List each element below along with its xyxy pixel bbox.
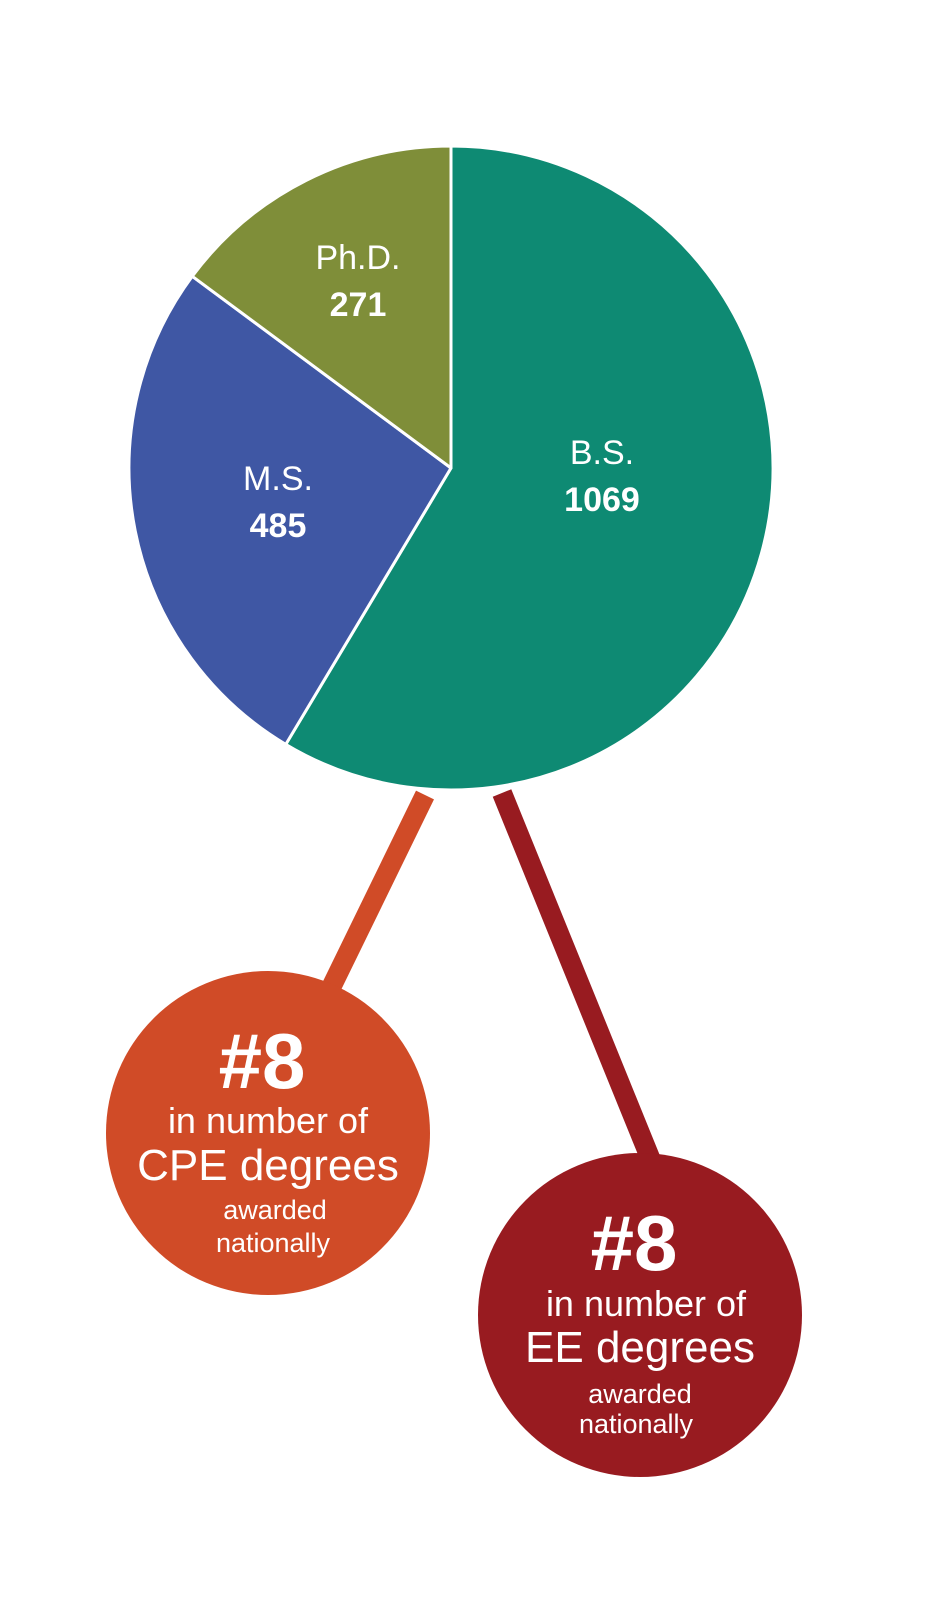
- slice-label-ms-value: 485: [250, 507, 307, 545]
- cpe-line-in-number-of: in number of: [168, 1100, 369, 1141]
- cpe-rank: #8: [219, 1017, 306, 1105]
- cpe-connector-line: [316, 790, 434, 1005]
- ee-line-nationally: nationally: [579, 1409, 694, 1439]
- slice-label-phd-name: Ph.D.: [315, 239, 400, 277]
- cpe-callout: #8 in number of CPE degrees awarded nati…: [106, 971, 430, 1295]
- ee-line-awarded: awarded: [588, 1379, 692, 1409]
- slice-label-ms-name: M.S.: [243, 460, 313, 498]
- cpe-line-degrees: CPE degrees: [137, 1141, 399, 1190]
- ee-rank: #8: [591, 1199, 678, 1287]
- pie-labels: B.S. 1069 M.S. 485 Ph.D. 271: [243, 239, 640, 545]
- ee-connector-line: [492, 789, 665, 1174]
- ee-callout: #8 in number of EE degrees awarded natio…: [478, 1153, 802, 1477]
- slice-label-bs-value: 1069: [564, 481, 640, 519]
- cpe-line-awarded: awarded: [223, 1195, 327, 1225]
- cpe-line-nationally: nationally: [216, 1228, 331, 1258]
- cpe-callout-circle: [106, 971, 430, 1295]
- slice-label-phd-value: 271: [330, 286, 387, 324]
- pie-chart: [127, 144, 775, 792]
- ee-callout-circle: [478, 1153, 802, 1477]
- pie-slice-phd: [190, 144, 453, 470]
- ee-line-in-number-of: in number of: [546, 1283, 747, 1324]
- ee-line-degrees: EE degrees: [525, 1323, 755, 1372]
- pie-slice-bs: [284, 144, 775, 792]
- pie-slice-ms: [127, 274, 453, 746]
- slice-label-bs-name: B.S.: [570, 434, 634, 472]
